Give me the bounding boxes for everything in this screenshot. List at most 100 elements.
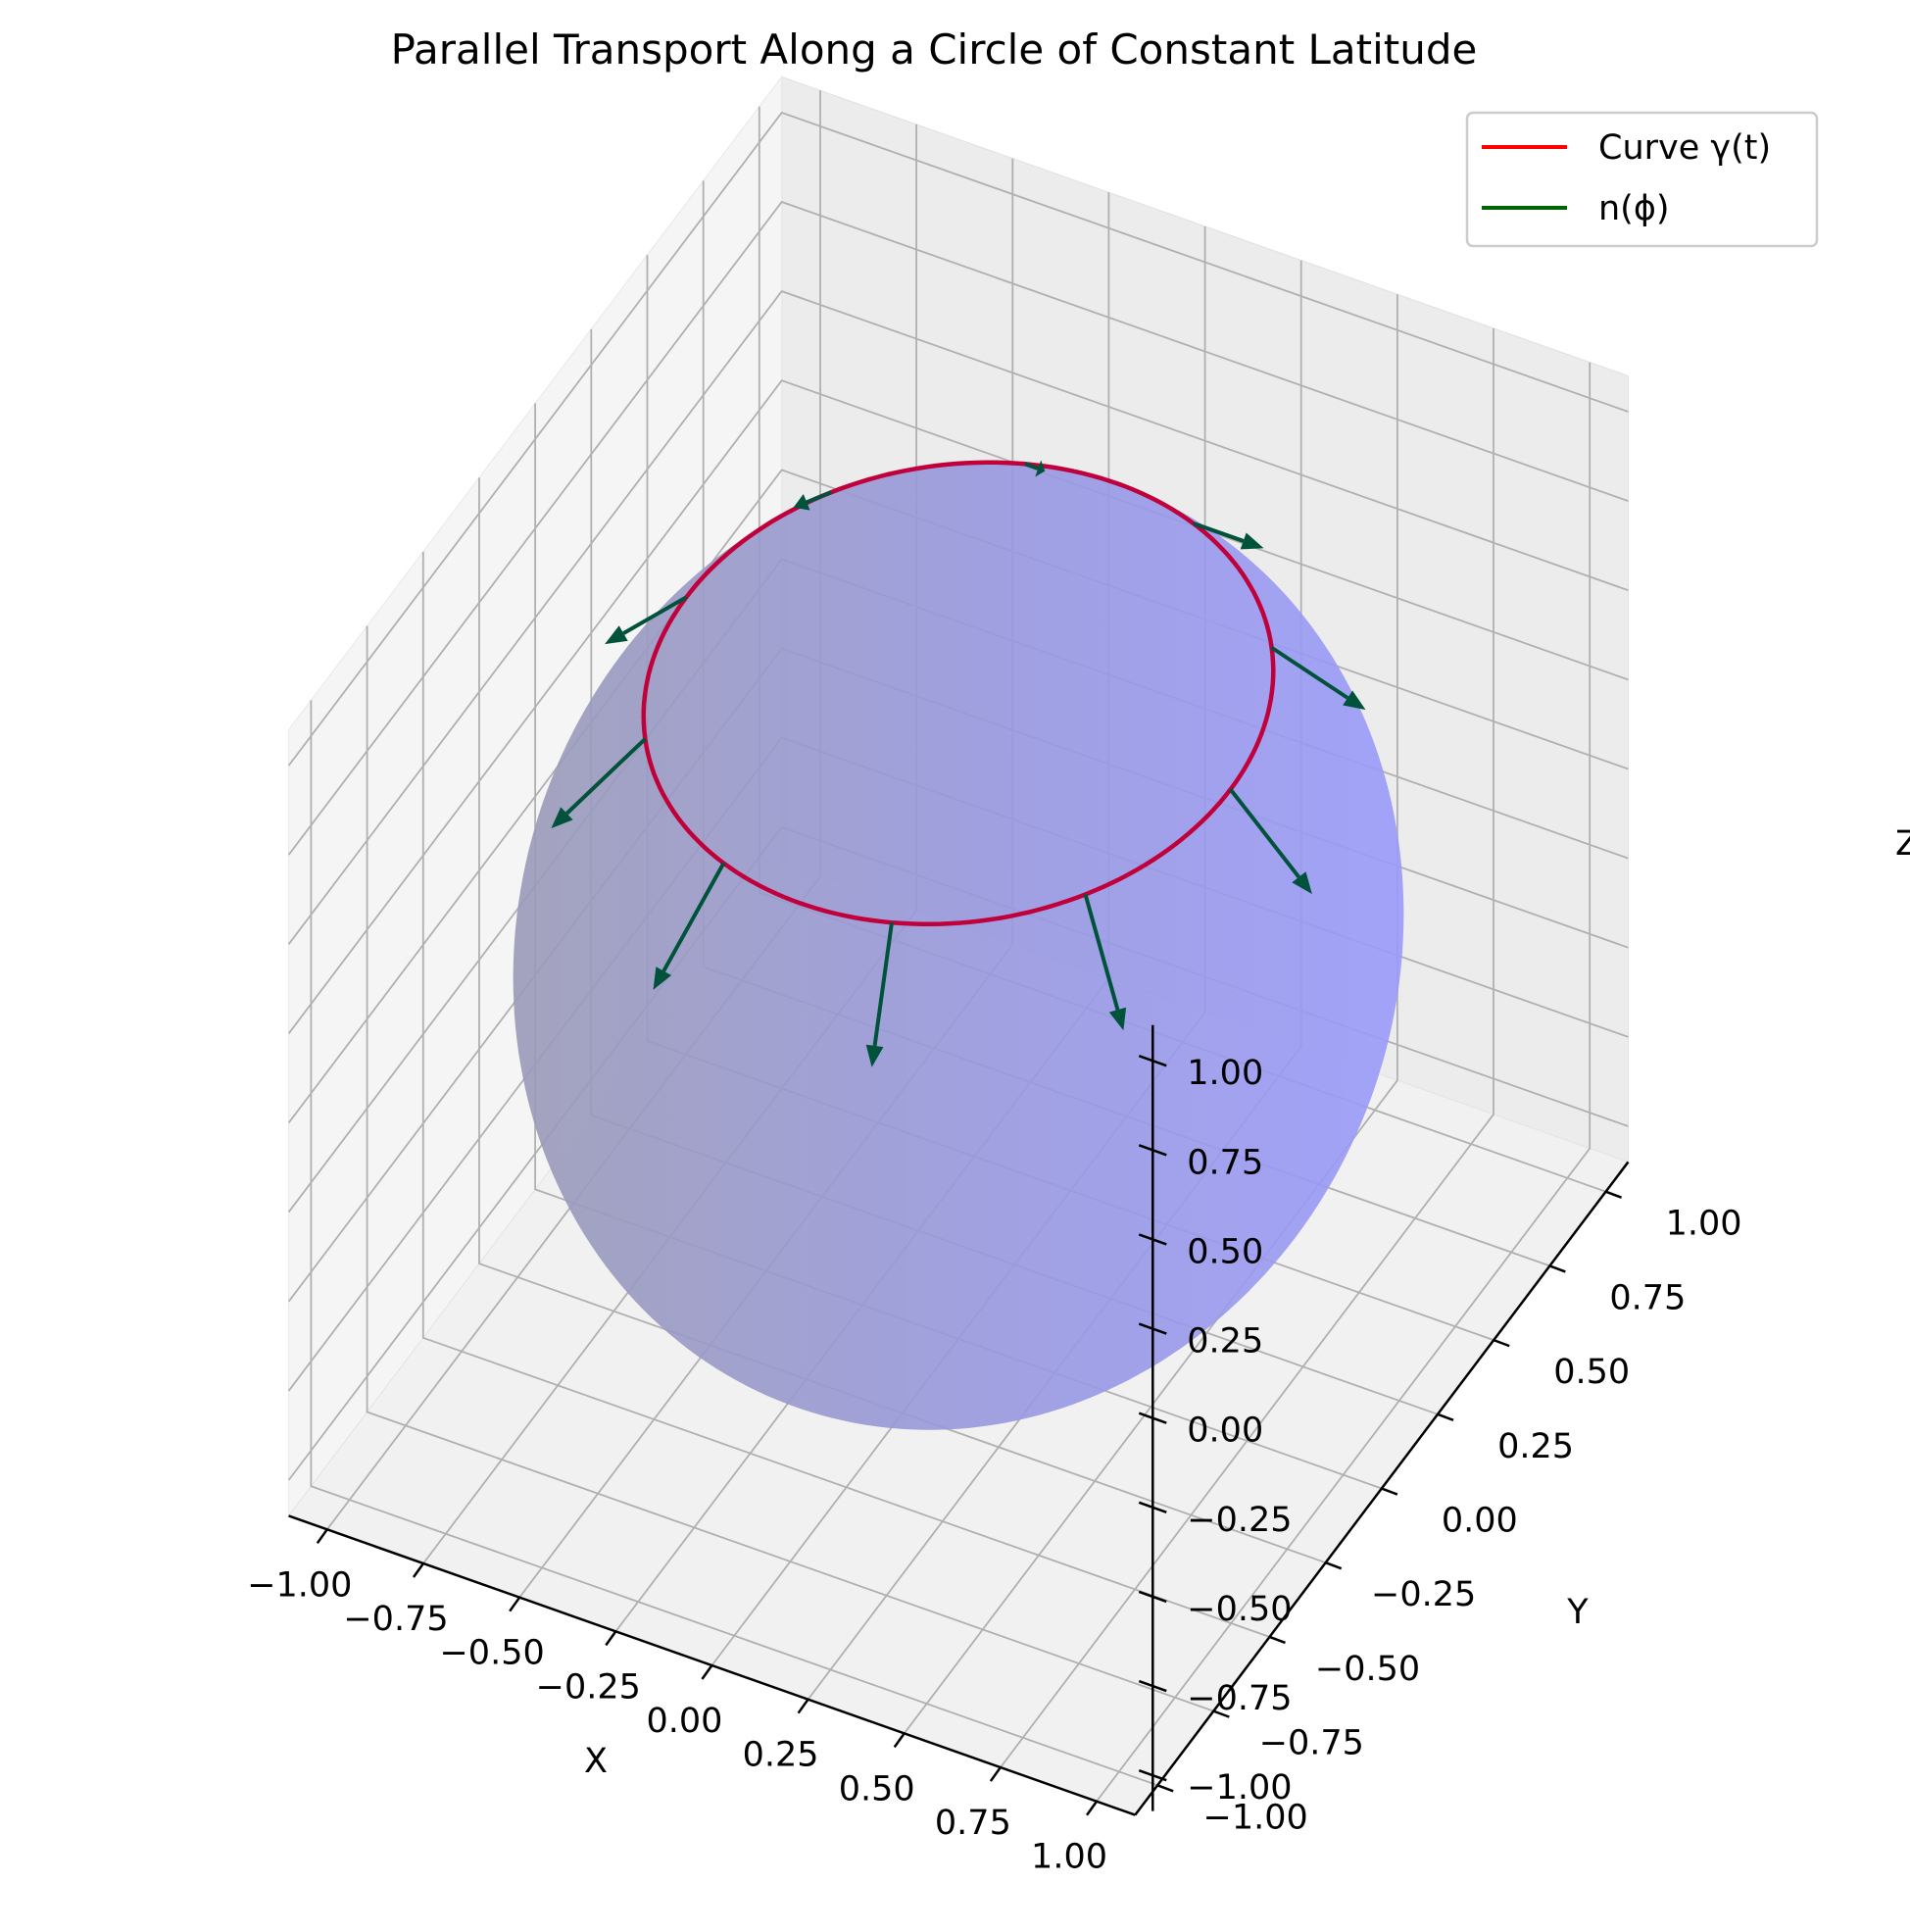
x-tick-label: 0.75: [935, 1804, 1011, 1843]
arrow-head: [793, 494, 810, 511]
y-tick-mark: [1156, 1784, 1174, 1793]
tick-layer: −1.00−0.75−0.50−0.250.000.250.500.751.00…: [247, 1054, 1741, 1877]
quiver-arrow: [551, 737, 647, 828]
z-tick-mark: [1138, 1233, 1167, 1246]
y-grid-line: [366, 625, 1214, 1712]
x-tick-label: 1.00: [1031, 1838, 1107, 1877]
quiver-arrow: [1024, 460, 1046, 477]
y-tick-label: 0.25: [1497, 1427, 1574, 1466]
x-grid-line: [903, 294, 1398, 1734]
arrow-shaft: [1083, 893, 1120, 1011]
arrow-shaft: [661, 862, 726, 972]
z-tick-mark: [1138, 1679, 1167, 1693]
arrow-head: [865, 1044, 884, 1067]
arrow-head: [1108, 1007, 1127, 1031]
sphere-outline: [513, 462, 1404, 1430]
quiver-arrow: [865, 921, 894, 1067]
y-grid-line: [310, 700, 1158, 1787]
quiver-arrow: [653, 862, 726, 990]
x-axis-line: [288, 1514, 1136, 1816]
y-tick-label: 0.00: [1442, 1502, 1518, 1541]
x-tick-mark: [509, 1596, 521, 1612]
y-tick-mark: [1493, 1338, 1510, 1348]
arrow-shaft: [806, 490, 833, 505]
x-tick-label: −1.00: [247, 1565, 352, 1605]
x-tick-label: 0.50: [839, 1769, 915, 1808]
quiver-arrow: [1192, 521, 1264, 550]
x-tick-label: 0.00: [646, 1702, 722, 1741]
arrow-shaft: [1192, 521, 1245, 543]
arrow-shaft: [1024, 462, 1039, 471]
z-tick-mark: [1138, 1054, 1167, 1067]
z-tick-label: −0.75: [1187, 1679, 1292, 1718]
y-axis-label: Y: [1566, 1593, 1589, 1632]
arrow-head: [1292, 871, 1312, 895]
z-tick-mark: [1138, 1501, 1167, 1513]
y-tick-mark: [1269, 1635, 1286, 1645]
quiver-arrow: [1229, 788, 1312, 895]
arrow-head: [605, 625, 628, 645]
z-tick-label: 1.00: [1187, 1054, 1263, 1093]
y-tick-mark: [1548, 1264, 1566, 1273]
x-tick-mark: [797, 1698, 809, 1714]
x-grid-line: [1000, 328, 1494, 1768]
y-grid-line: [478, 477, 1326, 1564]
legend: Curve γ(t) n(ϕ): [1465, 111, 1819, 248]
z-grid-line: [287, 469, 1629, 1124]
z-tick-mark: [1138, 1322, 1167, 1335]
z-tick-label: 0.25: [1187, 1322, 1263, 1362]
y-tick-mark: [1605, 1190, 1622, 1199]
x-tick-mark: [989, 1766, 1002, 1782]
y-tick-label: −1.00: [1203, 1798, 1308, 1837]
x-tick-label: −0.50: [439, 1634, 544, 1673]
y-tick-mark: [1381, 1487, 1398, 1496]
z-tick-mark: [1138, 1590, 1167, 1604]
y-tick-label: 1.00: [1666, 1205, 1742, 1244]
z-tick-mark: [1138, 1144, 1167, 1157]
y-tick-mark: [1325, 1561, 1343, 1570]
x-tick-label: 0.25: [743, 1736, 819, 1775]
y-tick-label: 0.75: [1609, 1278, 1686, 1317]
z-tick-label: −0.50: [1187, 1590, 1292, 1629]
z-grid-line: [287, 379, 1629, 1034]
x-grid-line: [1096, 362, 1592, 1803]
x-tick-label: −0.75: [343, 1600, 448, 1639]
z-grid-line: [287, 290, 1629, 945]
arrow-shaft: [1229, 788, 1300, 878]
quiver-arrow: [1083, 893, 1127, 1031]
y-tick-label: −0.50: [1315, 1650, 1420, 1689]
y-tick-mark: [1212, 1709, 1230, 1718]
legend-label-arrows: n(ϕ): [1598, 189, 1670, 228]
z-tick-label: 0.50: [1187, 1232, 1263, 1271]
arrow-head: [551, 807, 573, 828]
arrow-shaft: [565, 737, 647, 816]
z-tick-label: 0.75: [1187, 1143, 1263, 1182]
x-tick-mark: [893, 1732, 906, 1749]
y-grid-line: [421, 551, 1270, 1638]
arrow-shaft: [622, 595, 688, 635]
y-tick-mark: [1437, 1412, 1454, 1421]
arrow-head: [1240, 532, 1264, 550]
x-tick-label: −0.25: [536, 1667, 641, 1707]
z-tick-mark: [1138, 1412, 1167, 1424]
z-tick-label: −1.00: [1187, 1768, 1292, 1808]
sphere-surface: [513, 462, 1404, 1430]
z-axis-label: Z: [1895, 824, 1910, 864]
y-tick-label: −0.25: [1371, 1575, 1476, 1614]
data-layer: [551, 460, 1366, 1067]
x-tick-mark: [701, 1664, 713, 1680]
arrow-shaft: [872, 921, 894, 1047]
arrow-head: [1035, 460, 1046, 477]
legend-label-curve: Curve γ(t): [1598, 128, 1771, 168]
z-tick-label: −0.25: [1187, 1501, 1292, 1540]
x-axis-label: X: [584, 1742, 608, 1781]
x-tick-mark: [605, 1630, 617, 1647]
arrow-head: [653, 966, 672, 990]
y-tick-label: −0.75: [1259, 1724, 1364, 1763]
z-tick-label: 0.00: [1187, 1412, 1263, 1451]
z-grid-line: [287, 200, 1629, 856]
chart-title: Parallel Transport Along a Circle of Con…: [391, 25, 1478, 74]
quiver-arrow: [793, 490, 833, 511]
arrow-head: [1343, 690, 1366, 711]
